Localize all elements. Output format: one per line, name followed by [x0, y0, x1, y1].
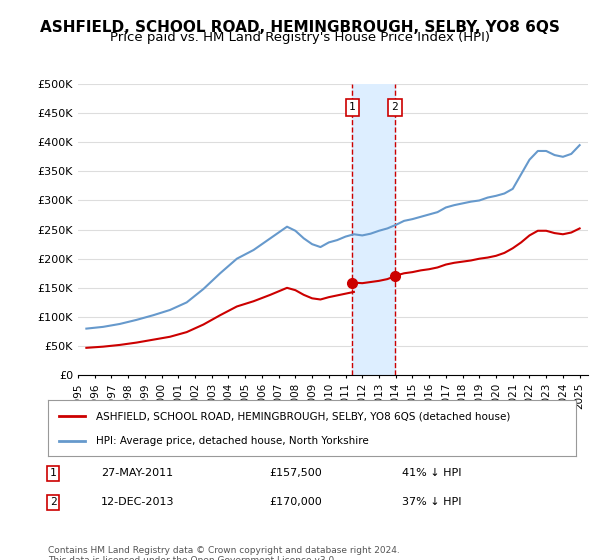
- Text: 2: 2: [50, 497, 56, 507]
- Text: ASHFIELD, SCHOOL ROAD, HEMINGBROUGH, SELBY, YO8 6QS: ASHFIELD, SCHOOL ROAD, HEMINGBROUGH, SEL…: [40, 20, 560, 35]
- Text: 1: 1: [50, 468, 56, 478]
- Text: Contains HM Land Registry data © Crown copyright and database right 2024.
This d: Contains HM Land Registry data © Crown c…: [48, 546, 400, 560]
- Text: £157,500: £157,500: [270, 468, 323, 478]
- Text: ASHFIELD, SCHOOL ROAD, HEMINGBROUGH, SELBY, YO8 6QS (detached house): ASHFIELD, SCHOOL ROAD, HEMINGBROUGH, SEL…: [95, 411, 510, 421]
- Text: £170,000: £170,000: [270, 497, 323, 507]
- Text: 1: 1: [349, 102, 356, 113]
- Text: HPI: Average price, detached house, North Yorkshire: HPI: Average price, detached house, Nort…: [95, 436, 368, 446]
- Text: 37% ↓ HPI: 37% ↓ HPI: [402, 497, 461, 507]
- Text: 27-MAY-2011: 27-MAY-2011: [101, 468, 173, 478]
- Text: 2: 2: [391, 102, 398, 113]
- Text: Price paid vs. HM Land Registry's House Price Index (HPI): Price paid vs. HM Land Registry's House …: [110, 31, 490, 44]
- Text: 12-DEC-2013: 12-DEC-2013: [101, 497, 175, 507]
- Text: 41% ↓ HPI: 41% ↓ HPI: [402, 468, 461, 478]
- Bar: [352, 84, 395, 375]
